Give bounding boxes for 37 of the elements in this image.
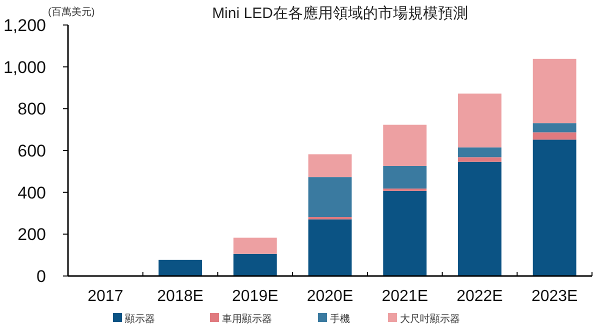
bar: [532, 140, 576, 276]
bar: [383, 166, 427, 189]
bar: [458, 147, 502, 158]
y-tick-label: 600: [18, 142, 46, 160]
bar: [158, 260, 202, 276]
x-tick-label: 2020E: [306, 288, 354, 305]
x-tick-label: 2019E: [232, 288, 278, 305]
bar: [532, 132, 576, 140]
bar: [458, 157, 502, 162]
bar: [308, 177, 352, 218]
y-axis-title: (百萬美元): [48, 6, 95, 18]
x-tick-label: 2021E: [382, 288, 428, 305]
bar: [458, 94, 502, 148]
x-tick-label: 2023E: [531, 288, 578, 305]
legend-label: 車用顯示器: [222, 313, 272, 325]
y-tick-label: 200: [18, 225, 46, 244]
legend-label: 顯示器: [125, 313, 155, 325]
bar: [532, 58, 576, 124]
y-tick-label: 1,000: [3, 58, 46, 77]
legend-label: 大尺吋顯示器: [400, 313, 460, 325]
bar: [532, 123, 576, 132]
y-tick-label: 800: [18, 100, 46, 119]
y-tick-label: 400: [18, 183, 46, 202]
x-tick-label: 2022E: [456, 288, 503, 305]
bar: [383, 124, 427, 166]
bar: [308, 154, 352, 178]
bar: [383, 190, 427, 276]
bar: [233, 238, 277, 254]
x-tick-label: 2017: [88, 288, 124, 305]
bar: [233, 254, 277, 276]
bar: [458, 162, 502, 276]
legend-label: 手機: [330, 313, 350, 325]
bar: [308, 219, 352, 276]
y-tick-label: 1,200: [3, 16, 46, 35]
x-tick-label: 2018E: [157, 288, 204, 305]
chart-title: Mini LED在各應用領域的市場規模預測: [212, 5, 468, 22]
y-tick-label: 0: [36, 267, 46, 286]
